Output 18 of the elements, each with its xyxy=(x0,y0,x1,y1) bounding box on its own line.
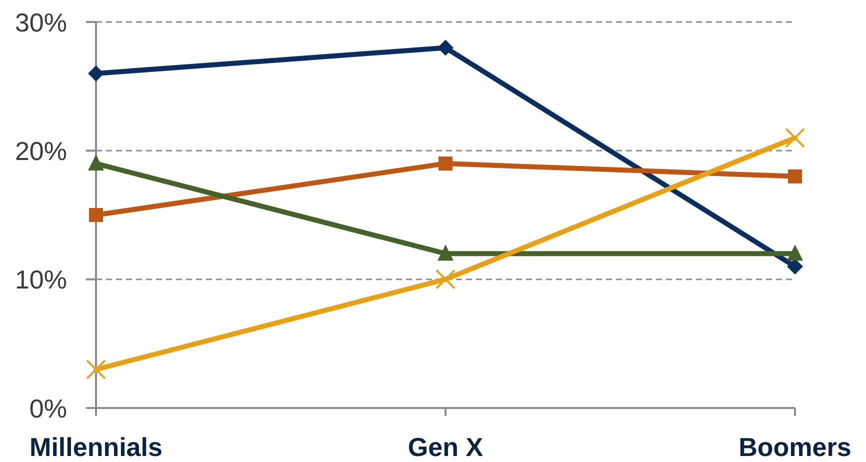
point xyxy=(788,169,802,184)
y-tick-label: 20% xyxy=(14,136,67,166)
y-tick-label: 30% xyxy=(14,7,67,38)
point xyxy=(785,128,805,148)
point xyxy=(438,156,452,171)
x-tick-label: Millennials xyxy=(30,432,162,462)
point xyxy=(787,244,803,261)
point xyxy=(88,154,104,171)
point xyxy=(438,244,454,261)
y-tick-label: 10% xyxy=(14,264,67,295)
point xyxy=(88,65,104,82)
point xyxy=(89,208,103,222)
point xyxy=(436,269,456,290)
point xyxy=(438,40,454,56)
x-tick-label: Gen X xyxy=(408,432,484,462)
y-tick-label: 0% xyxy=(29,393,67,424)
x-tick-label: Boomers xyxy=(738,432,852,462)
point xyxy=(86,359,106,380)
